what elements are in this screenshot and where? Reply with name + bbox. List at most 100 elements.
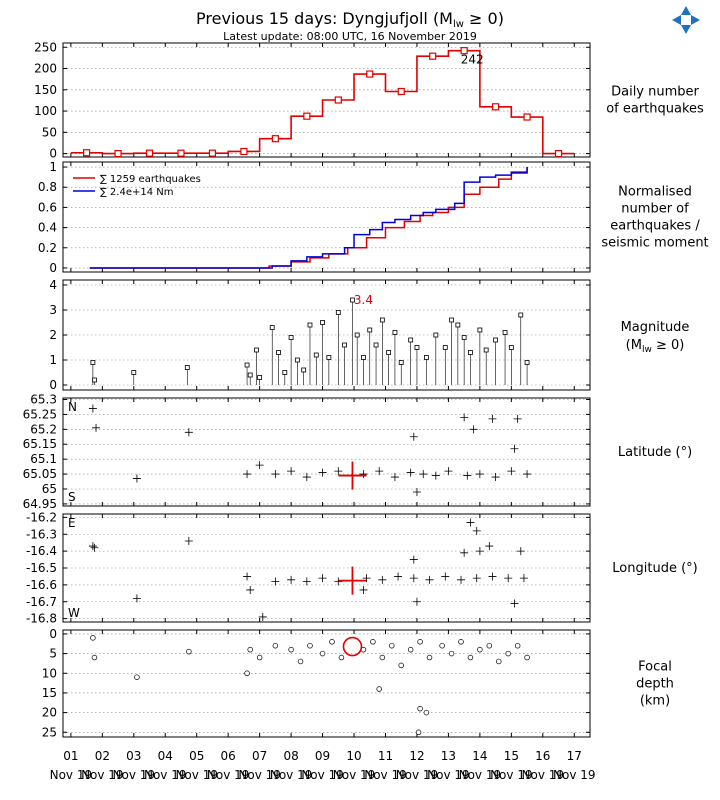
- corner-label-top: N: [68, 400, 77, 414]
- y-tick-label: 65.1: [30, 452, 57, 466]
- panel-label: seismic moment: [601, 236, 708, 251]
- epicentre-cross: [516, 547, 525, 556]
- x-tick-month-label: Nov 19: [113, 768, 156, 782]
- magnitude-point: [361, 355, 366, 360]
- epicentre-cross: [463, 471, 472, 480]
- magnitude-point: [354, 332, 360, 338]
- magnitude-point: [386, 350, 392, 355]
- daily-count-marker: [82, 149, 91, 157]
- epicentre-cross: [488, 572, 497, 581]
- magnitude-point: [508, 345, 514, 350]
- panel-daily: 0 50 100 150 200 250 Daily number of earthquake…: [34, 40, 704, 160]
- largest-event-cross: [338, 461, 367, 490]
- depth-circle: [134, 674, 140, 680]
- x-tick-month-label: Nov 19: [553, 768, 596, 782]
- depth-circle: [417, 639, 423, 645]
- epicentre-cross: [184, 537, 193, 545]
- y-tick-label: -16.8: [26, 612, 57, 626]
- epicentre-cross: [359, 470, 368, 479]
- x-tick-day-label: 03: [126, 749, 141, 763]
- epicentre-cross: [287, 575, 296, 584]
- y-tick-label: 2: [49, 328, 57, 342]
- chart-header: Previous 15 days: Dyngjufjoll (Mlw ≥ 0) …: [196, 6, 700, 43]
- y-tick-label: 100: [34, 104, 57, 118]
- magnitude-point: [367, 327, 373, 333]
- depth-circle: [514, 642, 521, 649]
- y-tick-label: 65.15: [23, 437, 57, 451]
- epicentre-cross: [488, 414, 497, 423]
- magnitude-point: [257, 375, 263, 380]
- magnitude-point: [449, 317, 454, 323]
- depth-circle: [376, 686, 382, 692]
- magnitude-point: [326, 355, 332, 360]
- magnitude-point: [90, 360, 96, 365]
- epicentre-cross: [359, 585, 368, 594]
- magnitude-point: [408, 337, 414, 343]
- magnitude-point: [294, 357, 300, 363]
- epicentre-cross: [394, 572, 403, 581]
- y-tick-label: 25: [42, 725, 57, 739]
- magnitude-point: [477, 327, 483, 333]
- magnitude-point: [342, 342, 347, 348]
- four-arrows-logo-icon: [672, 6, 700, 34]
- y-tick-label: 50: [42, 125, 57, 139]
- update-text: Latest update: 08:00 UTC, 16 November 20…: [223, 30, 477, 43]
- depth-circle: [407, 646, 414, 653]
- y-tick-label: 64.95: [23, 497, 57, 511]
- corner-label-bottom: S: [68, 490, 76, 504]
- epicentre-cross: [504, 574, 513, 583]
- depth-circle: [247, 646, 253, 653]
- panel-label: earthquakes /: [610, 219, 700, 234]
- magnitude-point: [92, 377, 97, 383]
- daily-count-step-line: [70, 49, 575, 155]
- x-tick-day-label: 14: [472, 749, 487, 763]
- y-tick-label: 0: [49, 147, 57, 161]
- epicentre-cross: [431, 471, 440, 480]
- corner-label-top: E: [68, 516, 76, 530]
- epicentre-cross: [271, 577, 280, 586]
- x-tick-day-label: 09: [315, 749, 330, 763]
- epicentre-cross: [88, 404, 97, 413]
- panel-magnitude: 0 1 2 3 4 Magnitude (Mlw ≥ 0) 3.4: [49, 278, 689, 392]
- depth-circle: [244, 670, 250, 677]
- x-tick-day-label: 15: [504, 749, 519, 763]
- depth-circle: [458, 639, 464, 645]
- daily-count-marker: [460, 47, 468, 55]
- magnitude-point: [269, 325, 275, 330]
- magnitude-point: [184, 365, 190, 370]
- daily-count-marker: [208, 149, 217, 157]
- y-tick-label: 0.4: [38, 221, 57, 235]
- x-tick-day-label: 07: [252, 749, 267, 763]
- magnitude-point: [335, 310, 341, 315]
- depth-circle: [415, 729, 422, 736]
- magnitude-point: [468, 350, 473, 355]
- epicentre-cross: [412, 597, 421, 606]
- epicentre-cross: [409, 574, 418, 583]
- epicentre-cross: [302, 473, 311, 482]
- daily-count-marker: [366, 70, 374, 78]
- depth-circle: [426, 654, 433, 661]
- y-tick-label: -16.2: [26, 510, 57, 524]
- y-tick-label: -16.4: [26, 544, 57, 558]
- panel-label: of earthquakes: [606, 102, 704, 117]
- label-part: ): [679, 338, 684, 353]
- depth-circle: [329, 639, 335, 645]
- x-tick-day-label: 10: [346, 749, 361, 763]
- panel-label: Latitude (°): [618, 445, 692, 460]
- panel-label: depth: [636, 677, 674, 692]
- epicentre-cross: [92, 423, 101, 432]
- magnitude-point: [244, 362, 250, 368]
- x-tick-month-label: Nov 19: [459, 768, 502, 782]
- depth-circle: [448, 650, 455, 657]
- depth-circle: [417, 705, 423, 712]
- label-part: lw: [642, 345, 652, 355]
- epicentre-cross: [271, 470, 280, 479]
- epicentre-cross: [472, 526, 481, 535]
- y-tick-label: 15: [42, 686, 57, 700]
- epicentre-cross: [475, 470, 484, 479]
- panel-label: Focal: [638, 660, 672, 675]
- daily-count-marker: [523, 113, 531, 121]
